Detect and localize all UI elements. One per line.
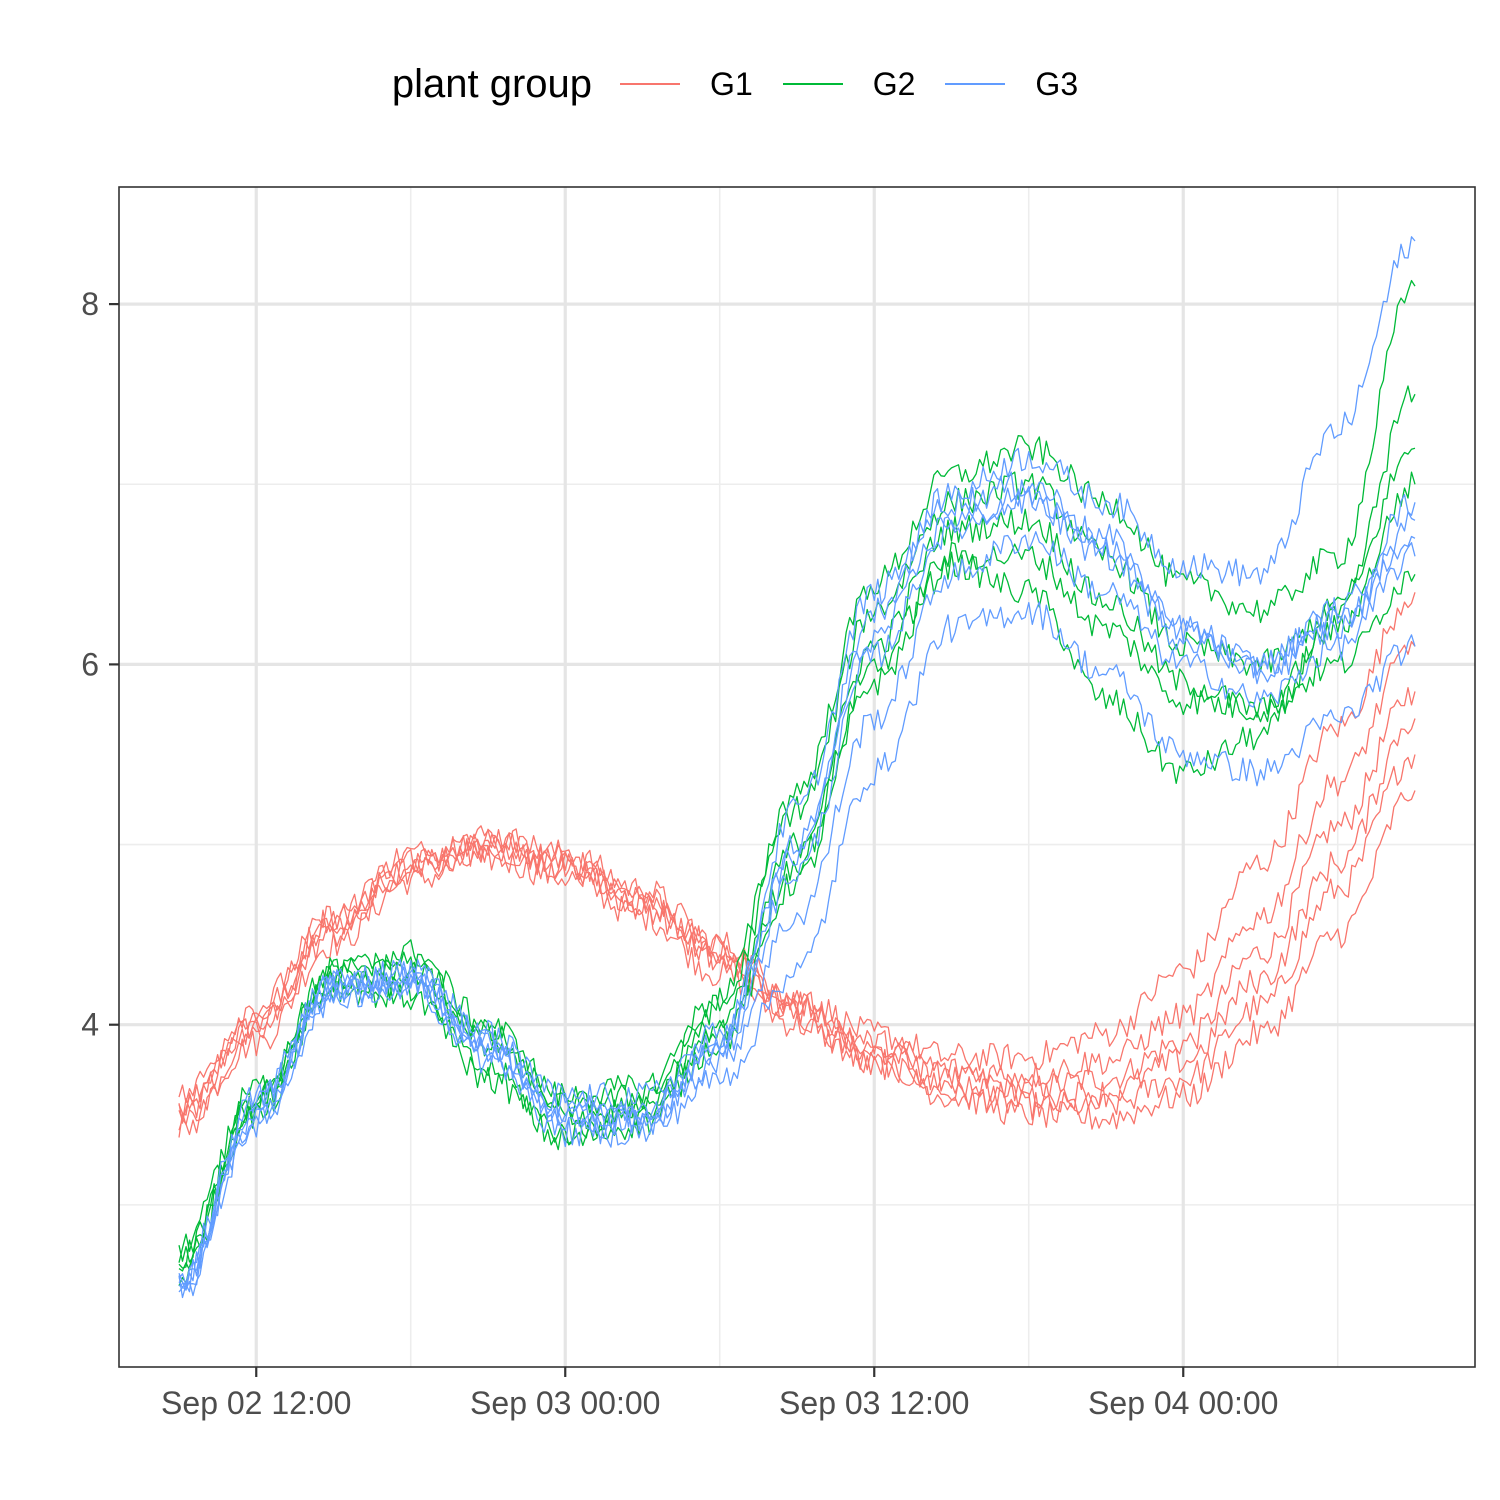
- legend-key-g1: [620, 83, 681, 85]
- legend-item-g1: G1: [620, 66, 753, 103]
- series-line-g2: [178, 541, 1416, 1269]
- series-line-g1: [178, 640, 1416, 1104]
- grid-major: [119, 187, 1475, 1367]
- series-line-g1: [178, 687, 1416, 1121]
- y-tick-label: 6: [81, 646, 99, 682]
- legend-label-g2: G2: [872, 65, 916, 102]
- legend-label-g3: G3: [1035, 65, 1079, 102]
- series-line-g3: [178, 601, 1416, 1288]
- series-line-g3: [178, 236, 1416, 1291]
- x-tick-label: Sep 03 12:00: [779, 1385, 969, 1421]
- series-line-g3: [178, 479, 1416, 1286]
- series-line-g2: [178, 471, 1416, 1286]
- x-tick-label: Sep 02 12:00: [161, 1385, 351, 1421]
- grid-minor: [119, 187, 1475, 1367]
- series-line-g1: [178, 754, 1416, 1138]
- x-tick-label: Sep 03 00:00: [470, 1385, 660, 1421]
- series-line-g2: [178, 447, 1416, 1263]
- legend-key-g3: [945, 83, 1006, 85]
- plot-panel-border: [118, 186, 1476, 1368]
- y-tick-labels: 4 6 8: [81, 286, 99, 1043]
- legend-item-g3: G3: [945, 66, 1078, 103]
- y-tick-label: 8: [81, 286, 99, 322]
- legend-item-g2: G2: [782, 65, 916, 103]
- series-line-g3: [178, 488, 1416, 1297]
- x-tick-labels: Sep 02 12:00 Sep 03 00:00 Sep 03 12:00 Sep …: [161, 1385, 1278, 1421]
- series-line-g2: [178, 385, 1416, 1263]
- y-tick-label: 4: [81, 1007, 99, 1043]
- legend: plant group G1 G2 G3: [0, 52, 1500, 116]
- x-tick-label: Sep 04 00:00: [1088, 1385, 1278, 1421]
- axis-ticks: [109, 302, 1185, 1377]
- legend-key-g2: [782, 83, 843, 85]
- series-layer: [178, 236, 1416, 1299]
- series-line-g2: [178, 279, 1416, 1272]
- legend-title: plant group: [391, 61, 593, 106]
- series-line-g1: [178, 718, 1416, 1124]
- legend-label-g1: G1: [710, 65, 753, 102]
